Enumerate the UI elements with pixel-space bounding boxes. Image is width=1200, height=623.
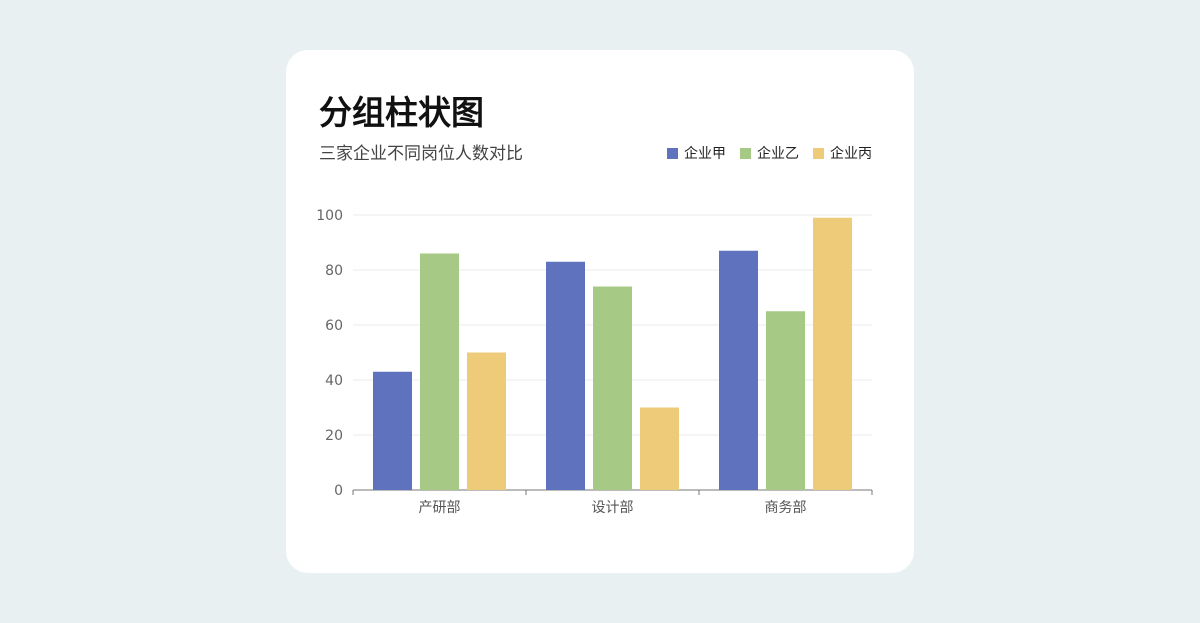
chart-subtitle: 三家企业不同岗位人数对比 [319,144,523,164]
x-tick-label: 设计部 [592,500,634,516]
bar-企业乙-设计部 [593,286,632,490]
legend-swatch-1 [740,147,751,159]
y-tick-label: 40 [325,373,343,389]
bar-企业丙-商务部 [813,217,852,490]
bar-企业甲-商务部 [719,250,758,490]
legend: 企业甲 企业乙 企业丙 [667,143,872,163]
legend-swatch-2 [813,147,824,159]
legend-label-0: 企业甲 [684,146,726,162]
legend-label-1: 企业乙 [757,146,799,162]
x-tick-label: 产研部 [419,500,461,516]
y-tick-label: 80 [325,263,343,279]
legend-item-1[interactable]: 企业乙 [740,143,799,163]
legend-label-2: 企业丙 [830,146,872,162]
y-tick-label: 60 [325,318,343,334]
chart-title: 分组柱状图 [319,93,484,132]
legend-swatch-0 [667,147,678,159]
legend-item-2[interactable]: 企业丙 [813,143,872,163]
x-tick-label: 商务部 [765,500,807,516]
bar-企业乙-商务部 [766,311,805,490]
y-tick-label: 100 [316,208,343,224]
bar-企业丙-设计部 [640,407,679,490]
bar-企业丙-产研部 [467,352,506,490]
bar-企业乙-产研部 [420,253,459,490]
legend-item-0[interactable]: 企业甲 [667,143,726,163]
y-tick-label: 20 [325,428,343,444]
y-tick-label: 0 [334,483,343,499]
bar-企业甲-设计部 [546,261,585,490]
bar-企业甲-产研部 [373,371,412,490]
